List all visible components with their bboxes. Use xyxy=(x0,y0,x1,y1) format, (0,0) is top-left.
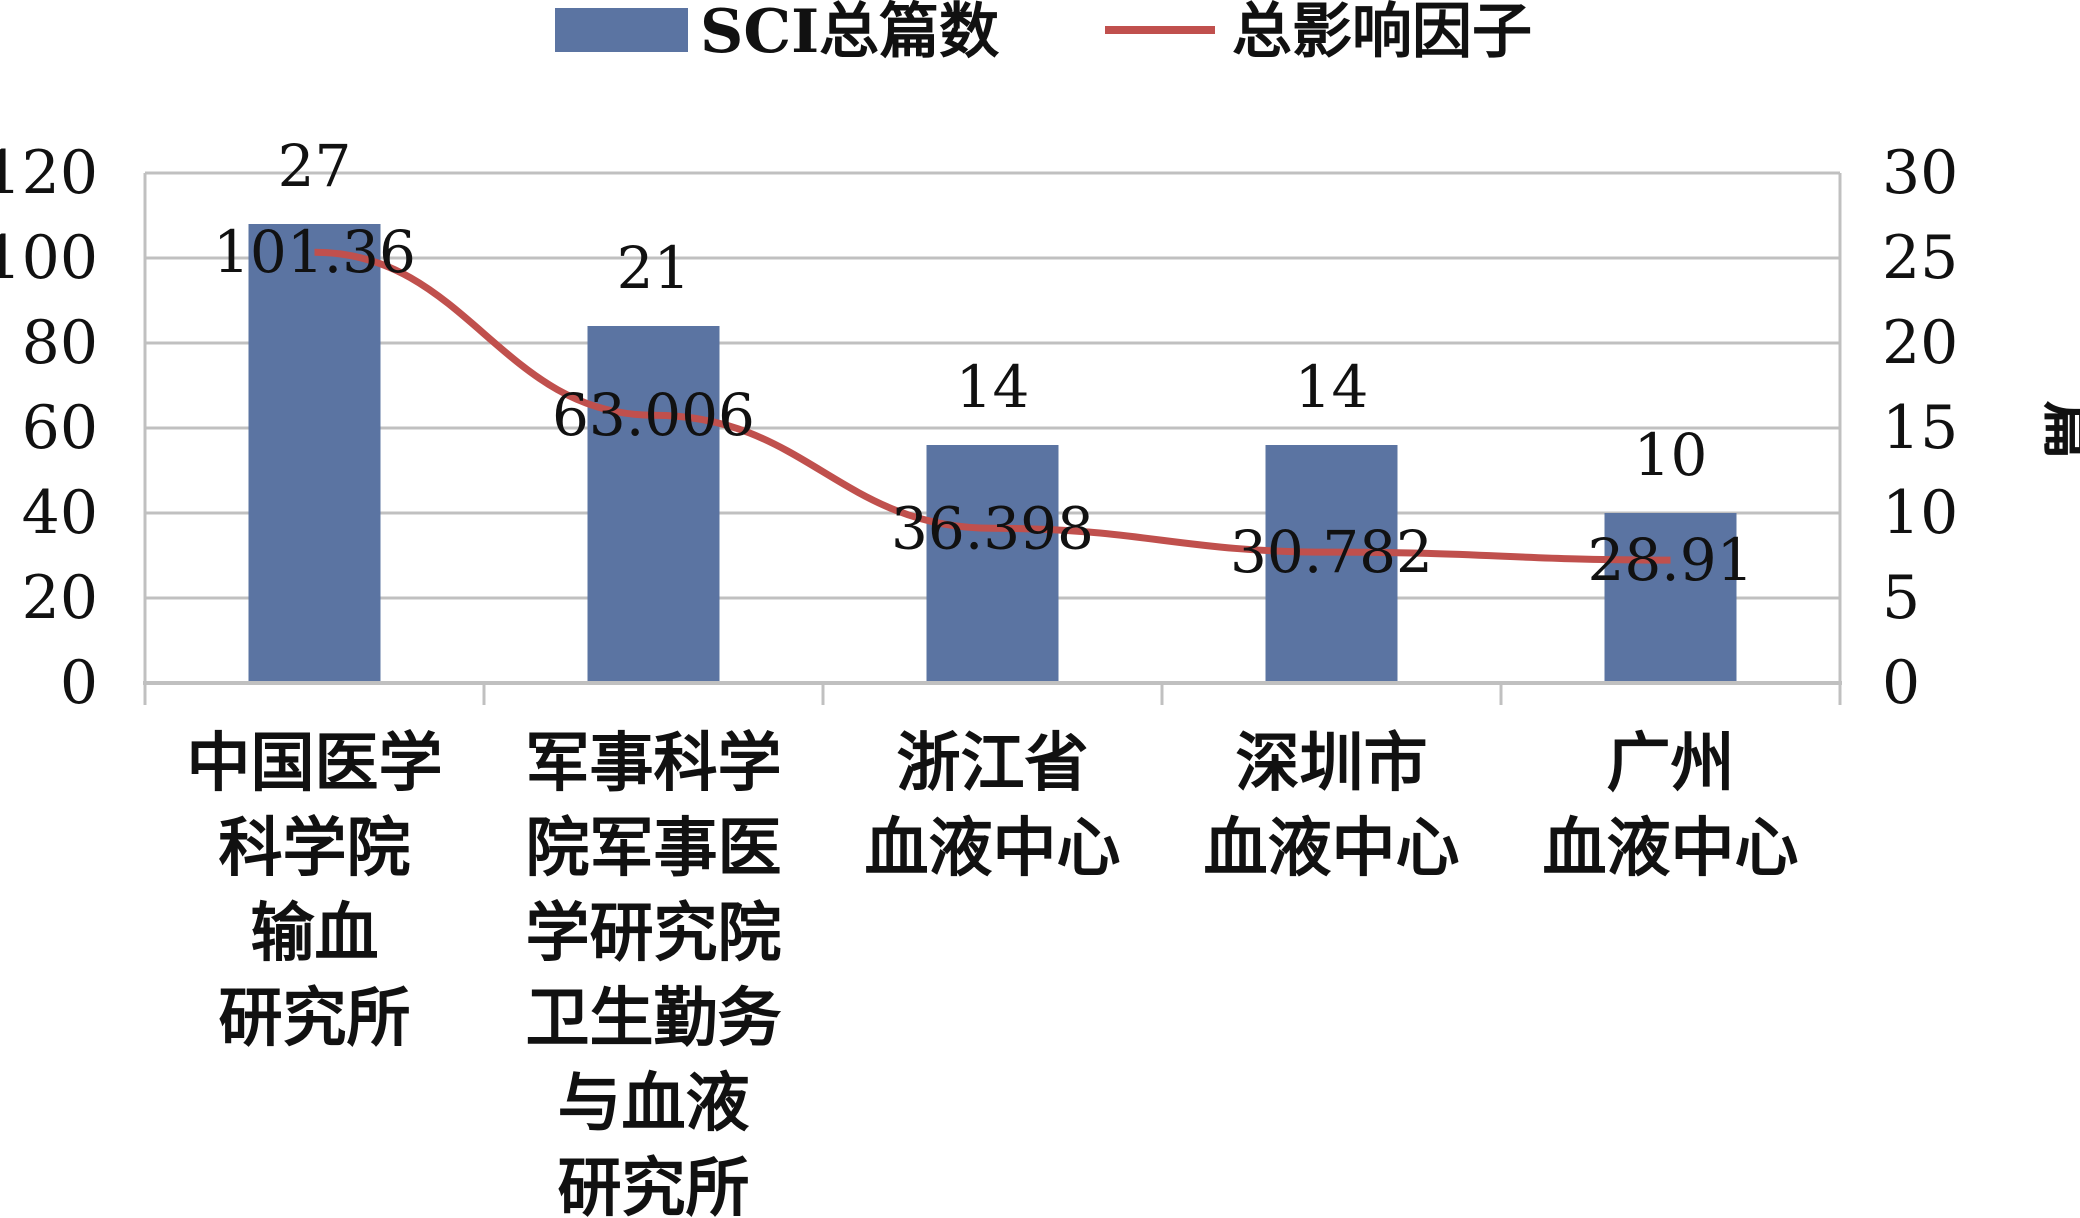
category-label-line: 血液中心 xyxy=(865,812,1121,886)
left-tick-label: 20 xyxy=(22,563,98,633)
left-tick-label: 80 xyxy=(22,308,98,378)
left-tick-label: 60 xyxy=(22,393,98,463)
category-label: 广州血液中心 xyxy=(1543,727,1799,886)
left-tick-label: 0 xyxy=(60,648,98,718)
category-label-line: 深圳市 xyxy=(1236,727,1428,801)
right-tick-label: 30 xyxy=(1882,138,1958,208)
category-label: 军事科学院军事医学研究院卫生勤务与血液研究所 xyxy=(526,727,782,1218)
category-label-line: 浙江省 xyxy=(897,727,1089,801)
bar xyxy=(587,326,720,683)
category-label: 深圳市血液中心 xyxy=(1204,727,1460,886)
gridlines xyxy=(145,171,1840,600)
bar xyxy=(1265,445,1398,683)
left-tick-label: 120 xyxy=(0,138,98,208)
legend-label-bars: SCI总篇数 xyxy=(700,0,999,67)
legend-swatch-bars xyxy=(555,8,688,52)
line-value-label: 28.91 xyxy=(1587,526,1753,594)
right-axis-title: 篇 xyxy=(2035,400,2080,460)
right-tick-label: 0 xyxy=(1882,648,1920,718)
line-value-label: 63.006 xyxy=(552,381,755,449)
bar-value-label: 27 xyxy=(278,132,352,200)
category-label-line: 输血 xyxy=(251,897,379,971)
data-labels: 27 21 14 14 10 101.36 63.006 36.398 30.782 28.91 xyxy=(213,132,1754,594)
bar xyxy=(1604,513,1737,683)
line-series xyxy=(314,248,1671,564)
category-label-line: 军事科学 xyxy=(526,727,782,801)
bar-value-label: 14 xyxy=(956,353,1030,421)
category-label: 浙江省血液中心 xyxy=(865,727,1121,886)
left-tick-label: 100 xyxy=(0,223,98,293)
category-label-line: 学研究院 xyxy=(526,897,782,971)
bar-value-label: 14 xyxy=(1295,353,1369,421)
right-tick-label: 20 xyxy=(1882,308,1958,378)
bar xyxy=(926,445,1059,683)
bar xyxy=(248,224,381,683)
bar-value-label: 21 xyxy=(617,234,691,302)
category-label-line: 研究所 xyxy=(558,1152,750,1218)
category-label: 中国医学科学院输血研究所 xyxy=(187,727,443,1056)
impact-factor-line xyxy=(314,248,1671,564)
line-value-label: 36.398 xyxy=(891,494,1094,562)
category-label-line: 血液中心 xyxy=(1204,812,1460,886)
right-tick-label: 15 xyxy=(1882,393,1958,463)
category-label-line: 卫生勤务 xyxy=(526,982,782,1056)
category-label-line: 院军事医 xyxy=(526,812,782,886)
category-label-line: 研究所 xyxy=(219,982,411,1056)
axes: 0 20 40 60 80 100 120 0 5 10 15 20 25 30 篇中国医学科学院输血研究所… xyxy=(0,138,2080,1218)
category-label-line: 与血液 xyxy=(558,1067,750,1141)
category-label-line: 血液中心 xyxy=(1543,812,1799,886)
right-tick-label: 5 xyxy=(1882,563,1920,633)
bar-series xyxy=(248,224,1737,683)
bar-value-label: 10 xyxy=(1634,421,1708,489)
line-value-label: 101.36 xyxy=(213,218,416,286)
category-label-line: 科学院 xyxy=(219,812,411,886)
right-tick-label: 10 xyxy=(1882,478,1958,548)
right-tick-label: 25 xyxy=(1882,223,1958,293)
category-label-line: 中国医学 xyxy=(187,727,443,801)
legend: SCI总篇数 总影响因子 xyxy=(555,0,1532,67)
line-value-label: 30.782 xyxy=(1230,518,1433,586)
legend-label-line: 总影响因子 xyxy=(1232,0,1532,67)
left-tick-label: 40 xyxy=(22,478,98,548)
category-label-line: 广州 xyxy=(1607,727,1735,801)
